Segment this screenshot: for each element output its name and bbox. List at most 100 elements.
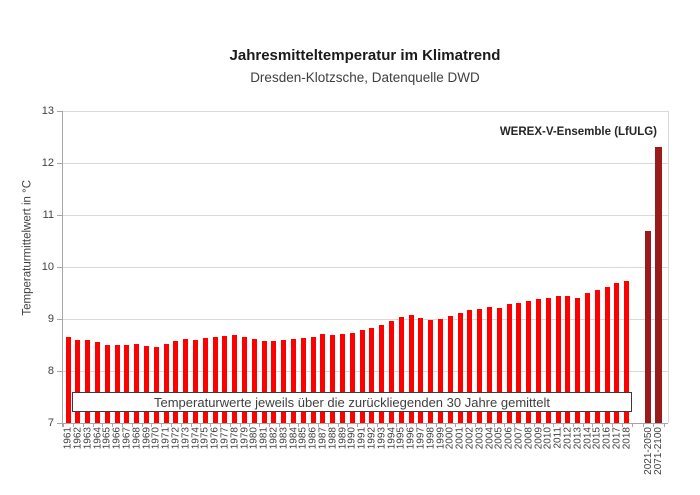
y-tick-label-7: 7 (47, 417, 54, 429)
y-tick-11 (57, 215, 62, 216)
bar-1972 (173, 340, 179, 423)
bar-2016 (604, 286, 610, 423)
y-tick-label-12: 12 (41, 157, 54, 169)
bar-1989 (339, 333, 345, 423)
x-tick (180, 423, 182, 427)
x-tick (170, 423, 172, 427)
x-tick (592, 423, 594, 427)
x-tick (102, 423, 104, 427)
bar-1984 (290, 338, 296, 423)
x-tick (396, 423, 398, 427)
x-tick (131, 423, 133, 427)
x-tick (219, 423, 221, 427)
footnote-text: Temperaturwerte jeweils über die zurückl… (154, 394, 550, 410)
x-tick (239, 423, 241, 427)
x-tick (653, 423, 655, 427)
y-tick-label-8: 8 (47, 365, 54, 377)
x-tick (337, 423, 339, 427)
x-axis-line (62, 423, 668, 424)
x-tick (82, 423, 84, 427)
x-tick (376, 423, 378, 427)
y-axis-line (62, 111, 63, 427)
bar-2008 (526, 300, 532, 423)
x-tick (464, 423, 466, 427)
x-tick (663, 423, 665, 427)
bar-1970 (153, 347, 159, 423)
x-tick (121, 423, 123, 427)
y-tick-8 (57, 371, 62, 372)
gridline-10 (62, 267, 668, 268)
plot-right-border (668, 111, 669, 423)
bar-2013 (575, 298, 581, 423)
bar-2005 (496, 307, 502, 423)
bar-2011 (555, 295, 561, 423)
x-tick (308, 423, 310, 427)
bar-1997 (418, 318, 424, 423)
y-tick-7 (57, 423, 62, 424)
x-tick (484, 423, 486, 427)
y-tick-9 (57, 319, 62, 320)
bar-1977 (222, 335, 228, 423)
x-tick (249, 423, 251, 427)
gridline-11 (62, 215, 668, 216)
x-tick (504, 423, 506, 427)
bar-1981 (261, 340, 267, 423)
x-tick (582, 423, 584, 427)
x-tick (523, 423, 525, 427)
x-tick (72, 423, 74, 427)
bar-1991 (359, 330, 365, 423)
gridline-13 (62, 111, 668, 112)
x-tick (63, 423, 65, 427)
x-tick (190, 423, 192, 427)
bar-1999 (437, 319, 443, 423)
x-tick (643, 423, 645, 427)
x-tick (317, 423, 319, 427)
bar-1976 (212, 336, 218, 423)
x-tick (562, 423, 564, 427)
y-tick-label-10: 10 (41, 261, 54, 273)
x-tick (445, 423, 447, 427)
bar-1962 (75, 339, 81, 423)
bar-1986 (310, 336, 316, 423)
bar-1968 (134, 343, 140, 423)
bar-1988 (330, 334, 336, 423)
bar-1975 (202, 338, 208, 423)
bar-2012 (565, 296, 571, 423)
bar-2006 (506, 304, 512, 423)
bar-2014 (584, 293, 590, 423)
bar-1993 (379, 324, 385, 423)
bar-2003 (477, 308, 483, 423)
x-tick (112, 423, 114, 427)
x-tick (513, 423, 515, 427)
x-tick (229, 423, 231, 427)
bar-1963 (85, 339, 91, 423)
bar-1992 (369, 327, 375, 423)
x-tick (533, 423, 535, 427)
y-tick-label-9: 9 (47, 313, 54, 325)
x-tick (435, 423, 437, 427)
bar-1994 (388, 321, 394, 423)
bar-2017 (614, 282, 620, 423)
bar-1996 (408, 314, 414, 423)
bar-1998 (428, 319, 434, 423)
x-tick (474, 423, 476, 427)
bar-1961 (65, 337, 71, 423)
bar-1978 (232, 334, 238, 423)
y-tick-label-11: 11 (42, 209, 54, 221)
chart-subtitle: Dresden-Klotzsche, Datenquelle DWD (250, 70, 480, 85)
bar-1964 (94, 342, 100, 423)
y-tick-10 (57, 267, 62, 268)
chart-title: Jahresmitteltemperatur im Klimatrend (229, 47, 501, 64)
x-tick (455, 423, 457, 427)
bar-2004 (486, 307, 492, 423)
x-tick (327, 423, 329, 427)
bar-1990 (349, 332, 355, 423)
x-tick (161, 423, 163, 427)
bar-1982 (271, 340, 277, 423)
x-tick (611, 423, 613, 427)
x-tick (406, 423, 408, 427)
x-tick (288, 423, 290, 427)
x-tick (357, 423, 359, 427)
bar-2009 (535, 299, 541, 423)
x-tick (347, 423, 349, 427)
